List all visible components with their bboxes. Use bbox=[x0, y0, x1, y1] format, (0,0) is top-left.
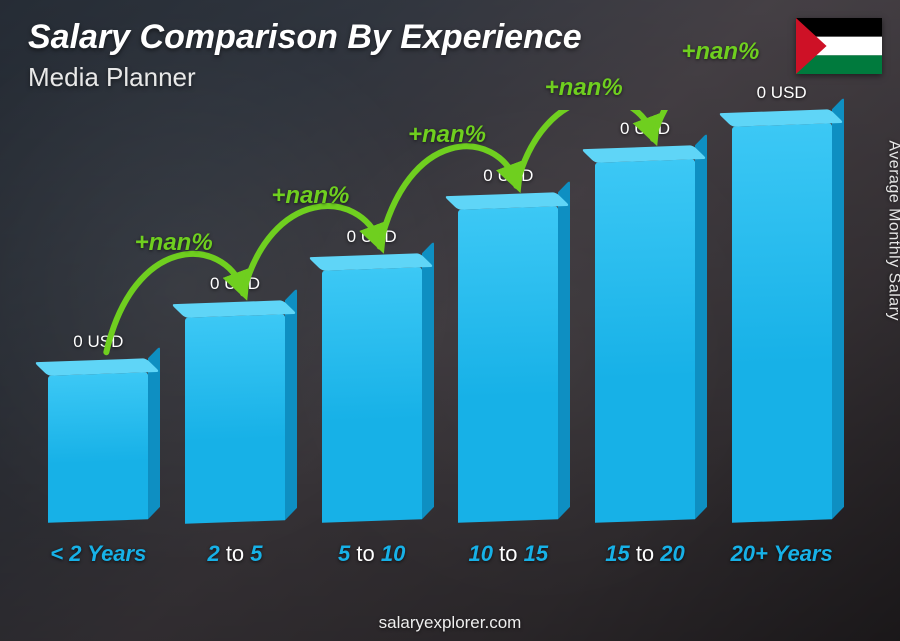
bar bbox=[322, 267, 422, 523]
bar-value-label: 0 USD bbox=[620, 119, 670, 139]
bar-value-label: 0 USD bbox=[347, 227, 397, 247]
bar bbox=[732, 123, 832, 523]
x-axis-label: 5 to 10 bbox=[312, 541, 432, 567]
bar bbox=[185, 314, 285, 523]
bar-slot: 0 USD bbox=[175, 316, 295, 522]
x-axis-label: 15 to 20 bbox=[585, 541, 705, 567]
x-axis-label: 2 to 5 bbox=[175, 541, 295, 567]
bar-slot: 0 USD bbox=[312, 269, 432, 521]
growth-arc-label: +nan% bbox=[135, 229, 213, 257]
bar-slot: 0 USD bbox=[585, 161, 705, 521]
x-axis-label: 20+ Years bbox=[722, 541, 842, 567]
bar-slot: 0 USD bbox=[38, 374, 158, 521]
bar bbox=[595, 159, 695, 523]
bar-slot: 0 USD bbox=[448, 208, 568, 521]
y-axis-label: Average Monthly Salary bbox=[885, 140, 900, 321]
bar bbox=[48, 372, 148, 522]
growth-arc-label: +nan% bbox=[545, 74, 623, 102]
x-axis-label: < 2 Years bbox=[38, 541, 158, 567]
growth-arc-label: +nan% bbox=[271, 182, 349, 210]
growth-arc-label: +nan% bbox=[408, 121, 486, 149]
bar-slot: 0 USD bbox=[722, 125, 842, 521]
x-axis-label: 10 to 15 bbox=[448, 541, 568, 567]
palestine-flag-icon bbox=[796, 18, 882, 74]
bar-value-label: 0 USD bbox=[757, 83, 807, 103]
chart-subtitle: Media Planner bbox=[28, 62, 196, 93]
bar-value-label: 0 USD bbox=[73, 332, 123, 352]
bar-chart: 0 USD0 USD0 USD0 USD0 USD0 USD < 2 Years… bbox=[30, 110, 850, 581]
bar-value-label: 0 USD bbox=[483, 166, 533, 186]
bar-value-label: 0 USD bbox=[210, 274, 260, 294]
bar bbox=[458, 206, 558, 523]
growth-arc-label: +nan% bbox=[681, 38, 759, 66]
chart-title: Salary Comparison By Experience bbox=[28, 18, 582, 57]
footer-attribution: salaryexplorer.com bbox=[0, 613, 900, 633]
